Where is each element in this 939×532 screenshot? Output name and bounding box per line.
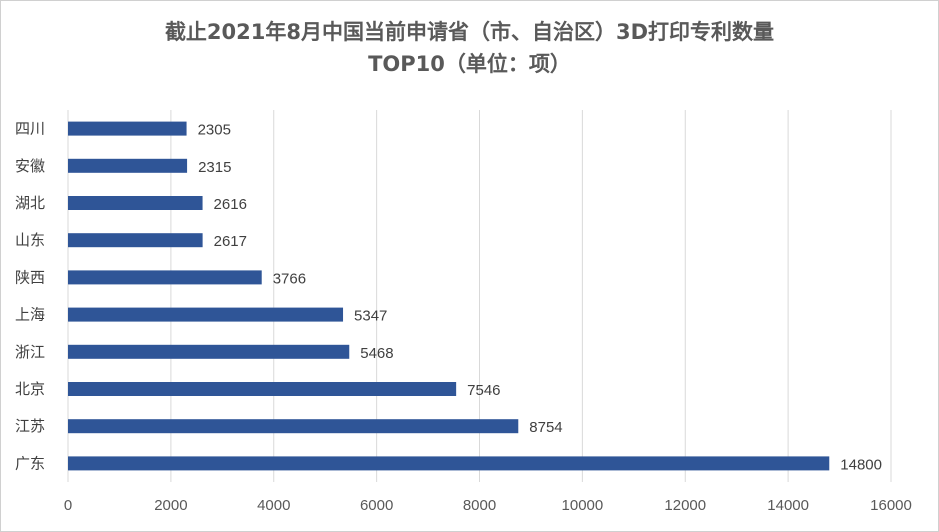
x-tick-label: 0 <box>64 497 72 514</box>
category-label: 湖北 <box>15 194 45 212</box>
chart-title: 截止2021年8月中国当前申请省（市、自治区）3D打印专利数量 TOP10（单位… <box>0 16 939 80</box>
bar <box>68 456 830 471</box>
data-label: 2616 <box>214 196 247 213</box>
bar <box>68 270 262 285</box>
chart-title-line-1: 截止2021年8月中国当前申请省（市、自治区）3D打印专利数量 <box>164 20 775 44</box>
bar <box>68 121 187 136</box>
chart-title-line-2: TOP10（单位：项） <box>368 52 571 76</box>
x-tick-label: 12000 <box>664 497 706 514</box>
category-label: 安徽 <box>15 157 45 175</box>
bar <box>68 419 519 434</box>
category-label: 广东 <box>15 454 45 472</box>
x-tick-label: 16000 <box>870 497 912 514</box>
x-tick-label: 14000 <box>767 497 809 514</box>
x-tick-label: 6000 <box>360 497 393 514</box>
bar <box>68 307 344 322</box>
data-label: 7546 <box>467 382 500 399</box>
x-tick-label: 8000 <box>463 497 496 514</box>
x-tick-labels: 0 2000 4000 6000 8000 10000 12000 14000 16000 <box>64 497 912 514</box>
x-tick-label: 2000 <box>154 497 187 514</box>
category-label: 浙江 <box>15 343 45 361</box>
data-label: 3766 <box>273 270 306 287</box>
data-label: 2305 <box>198 122 231 139</box>
bar <box>68 233 203 248</box>
category-label: 山东 <box>15 231 45 249</box>
data-label: 8754 <box>529 419 562 436</box>
data-label: 14800 <box>840 456 882 473</box>
category-label: 四川 <box>15 120 45 138</box>
data-label: 5468 <box>360 345 393 362</box>
x-tick-label: 10000 <box>562 497 604 514</box>
data-label: 5347 <box>354 308 387 325</box>
bar <box>68 196 203 210</box>
x-tick-label: 4000 <box>257 497 290 514</box>
category-label: 上海 <box>15 306 45 324</box>
data-label: 2617 <box>214 233 247 250</box>
bar <box>68 158 188 173</box>
data-labels: 2305 2315 2616 2617 3766 5347 5468 7546 8754 1480… <box>198 122 882 474</box>
category-label: 江苏 <box>15 417 45 435</box>
category-label: 北京 <box>15 380 45 398</box>
category-label: 陕西 <box>15 268 45 286</box>
bar <box>68 382 457 396</box>
data-label: 2315 <box>198 159 231 176</box>
bars <box>68 121 830 471</box>
bar <box>68 344 350 359</box>
